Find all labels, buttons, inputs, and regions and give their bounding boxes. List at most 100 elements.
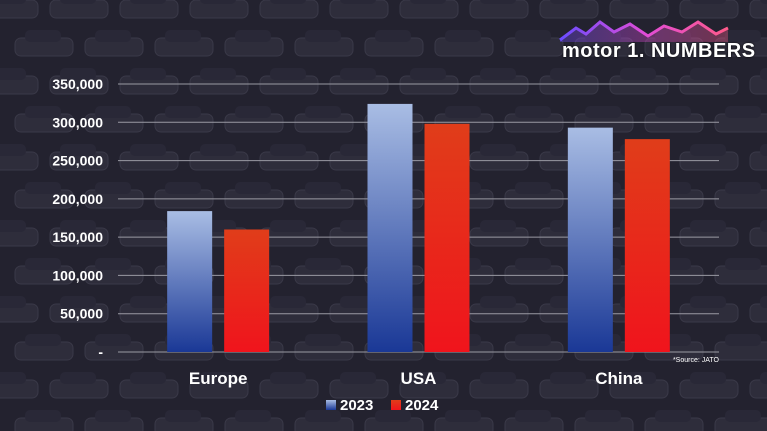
bg-car-roof: [515, 30, 551, 42]
bars: [167, 103, 670, 353]
x-category-label: China: [595, 369, 643, 388]
bg-car-roof: [25, 258, 61, 270]
x-axis-category-labels: Europe USA China: [189, 369, 643, 388]
bg-car-roof: [130, 296, 166, 308]
bg-car-shape: [399, 0, 459, 19]
bg-car-roof: [25, 182, 61, 194]
bg-car-roof: [270, 68, 306, 80]
bg-car-shape: [679, 0, 739, 19]
bg-car-roof: [305, 106, 341, 118]
bg-car-roof: [270, 296, 306, 308]
bg-car-roof: [690, 296, 726, 308]
bg-car-roof: [165, 410, 201, 422]
bg-car-roof: [200, 68, 236, 80]
legend-swatch-2024: [391, 400, 401, 410]
bg-car-roof: [270, 0, 306, 4]
bg-car-roof: [130, 220, 166, 232]
bg-car-roof: [25, 106, 61, 118]
bg-car-shape: [749, 0, 767, 19]
y-tick-label: 200,000: [52, 191, 103, 207]
bg-car-roof: [270, 372, 306, 384]
bg-car-roof: [130, 0, 166, 4]
bg-car-roof: [200, 0, 236, 4]
bg-car-shape: [749, 227, 767, 247]
bg-car-roof: [515, 410, 551, 422]
bg-car-roof: [480, 68, 516, 80]
bg-car-roof: [515, 334, 551, 346]
bg-car-roof: [725, 106, 761, 118]
bg-car-roof: [340, 0, 376, 4]
bg-car-roof: [620, 68, 656, 80]
bg-car-roof: [340, 220, 376, 232]
bg-car-roof: [445, 30, 481, 42]
bg-car-roof: [60, 296, 96, 308]
bar-2024-usa: [424, 123, 470, 353]
bg-car-roof: [235, 410, 271, 422]
bg-car-roof: [480, 144, 516, 156]
bg-car-roof: [340, 68, 376, 80]
bg-car-roof: [95, 106, 131, 118]
bg-car-shape: [749, 303, 767, 323]
bg-car-roof: [340, 144, 376, 156]
bg-car-shape: [0, 0, 39, 19]
bar-2024-europe: [224, 229, 270, 352]
legend-label-2024: 2024: [405, 397, 439, 414]
bg-car-roof: [760, 296, 767, 308]
bg-car-roof: [0, 220, 26, 232]
bg-car-roof: [760, 68, 767, 80]
bg-car-roof: [270, 144, 306, 156]
bg-car-roof: [0, 296, 26, 308]
bg-car-roof: [410, 372, 446, 384]
bg-car-roof: [725, 30, 761, 42]
bg-car-roof: [95, 182, 131, 194]
bg-car-roof: [480, 0, 516, 4]
bg-car-roof: [0, 0, 26, 4]
bg-car-roof: [690, 0, 726, 4]
bg-car-roof: [690, 68, 726, 80]
bg-car-roof: [60, 68, 96, 80]
bg-car-roof: [690, 144, 726, 156]
bg-car-roof: [165, 182, 201, 194]
bg-car-roof: [760, 220, 767, 232]
bg-car-roof: [760, 0, 767, 4]
bg-car-roof: [375, 30, 411, 42]
bg-car-roof: [550, 0, 586, 4]
bg-car-roof: [130, 372, 166, 384]
bg-car-roof: [305, 182, 341, 194]
y-axis-tick-labels: - 50,000 100,000 150,000 200,000 250,000 300,0…: [52, 76, 103, 360]
y-tick-label: -: [98, 344, 103, 360]
bg-car-roof: [410, 68, 446, 80]
bg-car-roof: [60, 144, 96, 156]
bg-car-roof: [235, 182, 271, 194]
legend: 2023 2024: [326, 397, 439, 414]
y-tick-label: 50,000: [60, 306, 103, 322]
bg-car-roof: [655, 410, 691, 422]
bg-car-roof: [95, 334, 131, 346]
bg-car-roof: [95, 410, 131, 422]
bg-car-roof: [690, 372, 726, 384]
bg-car-roof: [235, 30, 271, 42]
source-note: *Source: JATO: [673, 357, 720, 364]
bg-car-roof: [760, 372, 767, 384]
bg-car-shape: [609, 0, 669, 19]
bg-car-shape: [749, 75, 767, 95]
bg-car-shape: [259, 0, 319, 19]
grid-lines: [118, 83, 719, 353]
bg-car-roof: [515, 106, 551, 118]
bg-car-roof: [60, 372, 96, 384]
bg-car-roof: [270, 220, 306, 232]
logo-text: motor 1. NUMBERS: [562, 40, 756, 62]
bg-car-roof: [550, 68, 586, 80]
bg-car-roof: [130, 68, 166, 80]
bg-car-shape: [749, 151, 767, 171]
y-tick-label: 150,000: [52, 229, 103, 245]
bg-car-roof: [305, 30, 341, 42]
bg-car-roof: [340, 372, 376, 384]
bg-car-roof: [130, 144, 166, 156]
bg-car-shape: [329, 0, 389, 19]
bg-car-roof: [305, 334, 341, 346]
bg-car-roof: [25, 334, 61, 346]
bg-car-roof: [725, 410, 761, 422]
